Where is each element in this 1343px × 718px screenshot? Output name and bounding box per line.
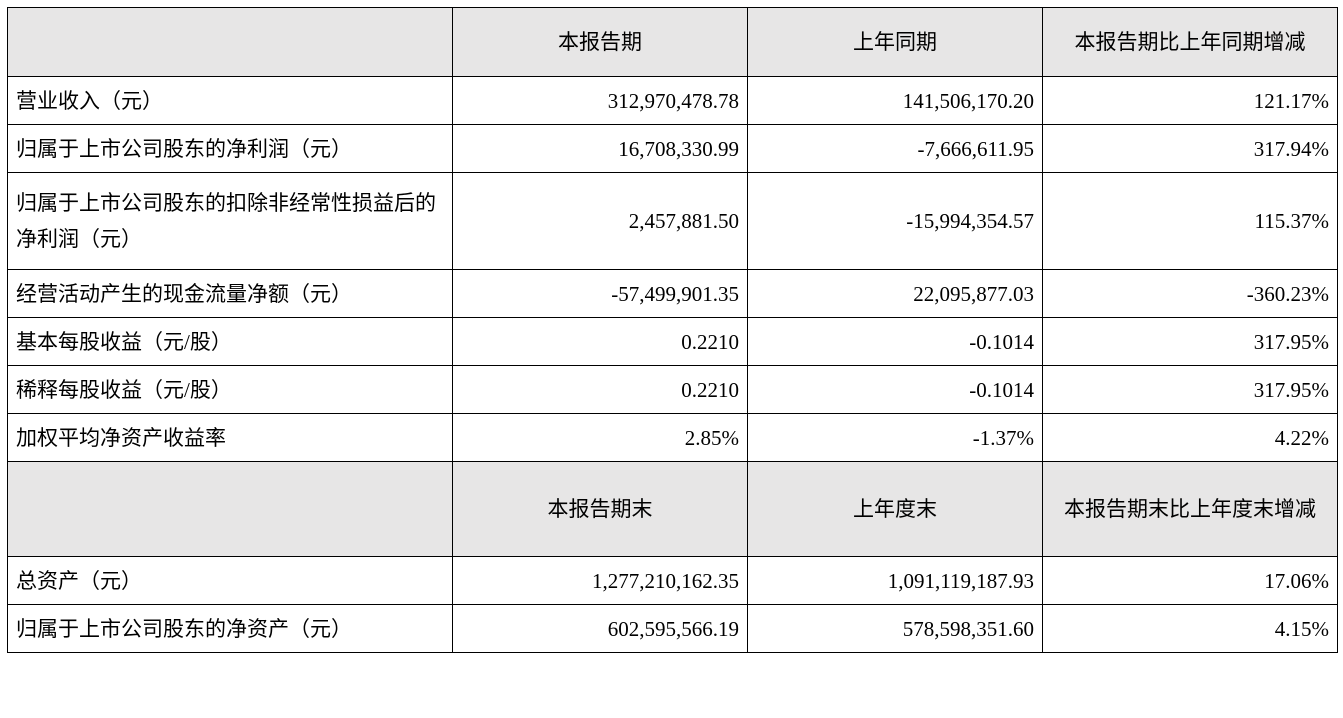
data-row: 归属于上市公司股东的净资产（元） 602,595,566.19 578,598,35… [7, 604, 1338, 653]
value-cell: -1.37% [747, 413, 1043, 462]
value-cell: -57,499,901.35 [452, 269, 748, 318]
value-cell: 22,095,877.03 [747, 269, 1043, 318]
value-cell: 121.17% [1042, 76, 1338, 125]
financial-table: 本报告期 上年同期 本报告期比上年同期增减 营业收入（元） 312,970,478.78… [7, 7, 1338, 653]
label-cell: 经营活动产生的现金流量净额（元） [7, 269, 453, 318]
data-row: 经营活动产生的现金流量净额（元） -57,499,901.35 22,095,877… [7, 269, 1338, 318]
label-cell: 归属于上市公司股东的净利润（元） [7, 124, 453, 173]
value-cell: -360.23% [1042, 269, 1338, 318]
value-cell: 4.15% [1042, 604, 1338, 653]
value-cell: 317.95% [1042, 317, 1338, 366]
header-blank-cell [7, 461, 453, 557]
value-cell: 0.2210 [452, 317, 748, 366]
value-cell: 317.94% [1042, 124, 1338, 173]
data-row: 归属于上市公司股东的扣除非经常性损益后的净利润（元） 2,457,881.50 -1… [7, 172, 1338, 270]
value-cell: 16,708,330.99 [452, 124, 748, 173]
value-cell: 312,970,478.78 [452, 76, 748, 125]
value-cell: 317.95% [1042, 365, 1338, 414]
header-cell: 本报告期末比上年度末增减 [1042, 461, 1338, 557]
value-cell: -0.1014 [747, 317, 1043, 366]
header-cell: 上年度末 [747, 461, 1043, 557]
value-cell: 2,457,881.50 [452, 172, 748, 270]
value-cell: 0.2210 [452, 365, 748, 414]
label-cell: 加权平均净资产收益率 [7, 413, 453, 462]
value-cell: 141,506,170.20 [747, 76, 1043, 125]
value-cell: 17.06% [1042, 556, 1338, 605]
header-row: 本报告期末 上年度末 本报告期末比上年度末增减 [7, 461, 1338, 557]
data-row: 总资产（元） 1,277,210,162.35 1,091,119,187.93 17… [7, 556, 1338, 605]
label-cell: 归属于上市公司股东的净资产（元） [7, 604, 453, 653]
value-cell: 2.85% [452, 413, 748, 462]
header-blank-cell [7, 7, 453, 77]
data-row: 加权平均净资产收益率 2.85% -1.37% 4.22% [7, 413, 1338, 462]
value-cell: 1,091,119,187.93 [747, 556, 1043, 605]
label-cell: 基本每股收益（元/股） [7, 317, 453, 366]
data-row: 基本每股收益（元/股） 0.2210 -0.1014 317.95% [7, 317, 1338, 366]
value-cell: 578,598,351.60 [747, 604, 1043, 653]
header-row: 本报告期 上年同期 本报告期比上年同期增减 [7, 7, 1338, 77]
value-cell: 602,595,566.19 [452, 604, 748, 653]
label-cell: 营业收入（元） [7, 76, 453, 125]
value-cell: 1,277,210,162.35 [452, 556, 748, 605]
value-cell: -7,666,611.95 [747, 124, 1043, 173]
data-row: 稀释每股收益（元/股） 0.2210 -0.1014 317.95% [7, 365, 1338, 414]
value-cell: -0.1014 [747, 365, 1043, 414]
table-body: 本报告期 上年同期 本报告期比上年同期增减 营业收入（元） 312,970,478.78… [7, 7, 1338, 653]
data-row: 营业收入（元） 312,970,478.78 141,506,170.20 121.1… [7, 76, 1338, 125]
header-cell: 本报告期 [452, 7, 748, 77]
data-row: 归属于上市公司股东的净利润（元） 16,708,330.99 -7,666,611.… [7, 124, 1338, 173]
label-cell: 总资产（元） [7, 556, 453, 605]
header-cell: 上年同期 [747, 7, 1043, 77]
value-cell: 115.37% [1042, 172, 1338, 270]
value-cell: -15,994,354.57 [747, 172, 1043, 270]
value-cell: 4.22% [1042, 413, 1338, 462]
header-cell: 本报告期比上年同期增减 [1042, 7, 1338, 77]
header-cell: 本报告期末 [452, 461, 748, 557]
label-cell: 稀释每股收益（元/股） [7, 365, 453, 414]
label-cell: 归属于上市公司股东的扣除非经常性损益后的净利润（元） [7, 172, 453, 270]
